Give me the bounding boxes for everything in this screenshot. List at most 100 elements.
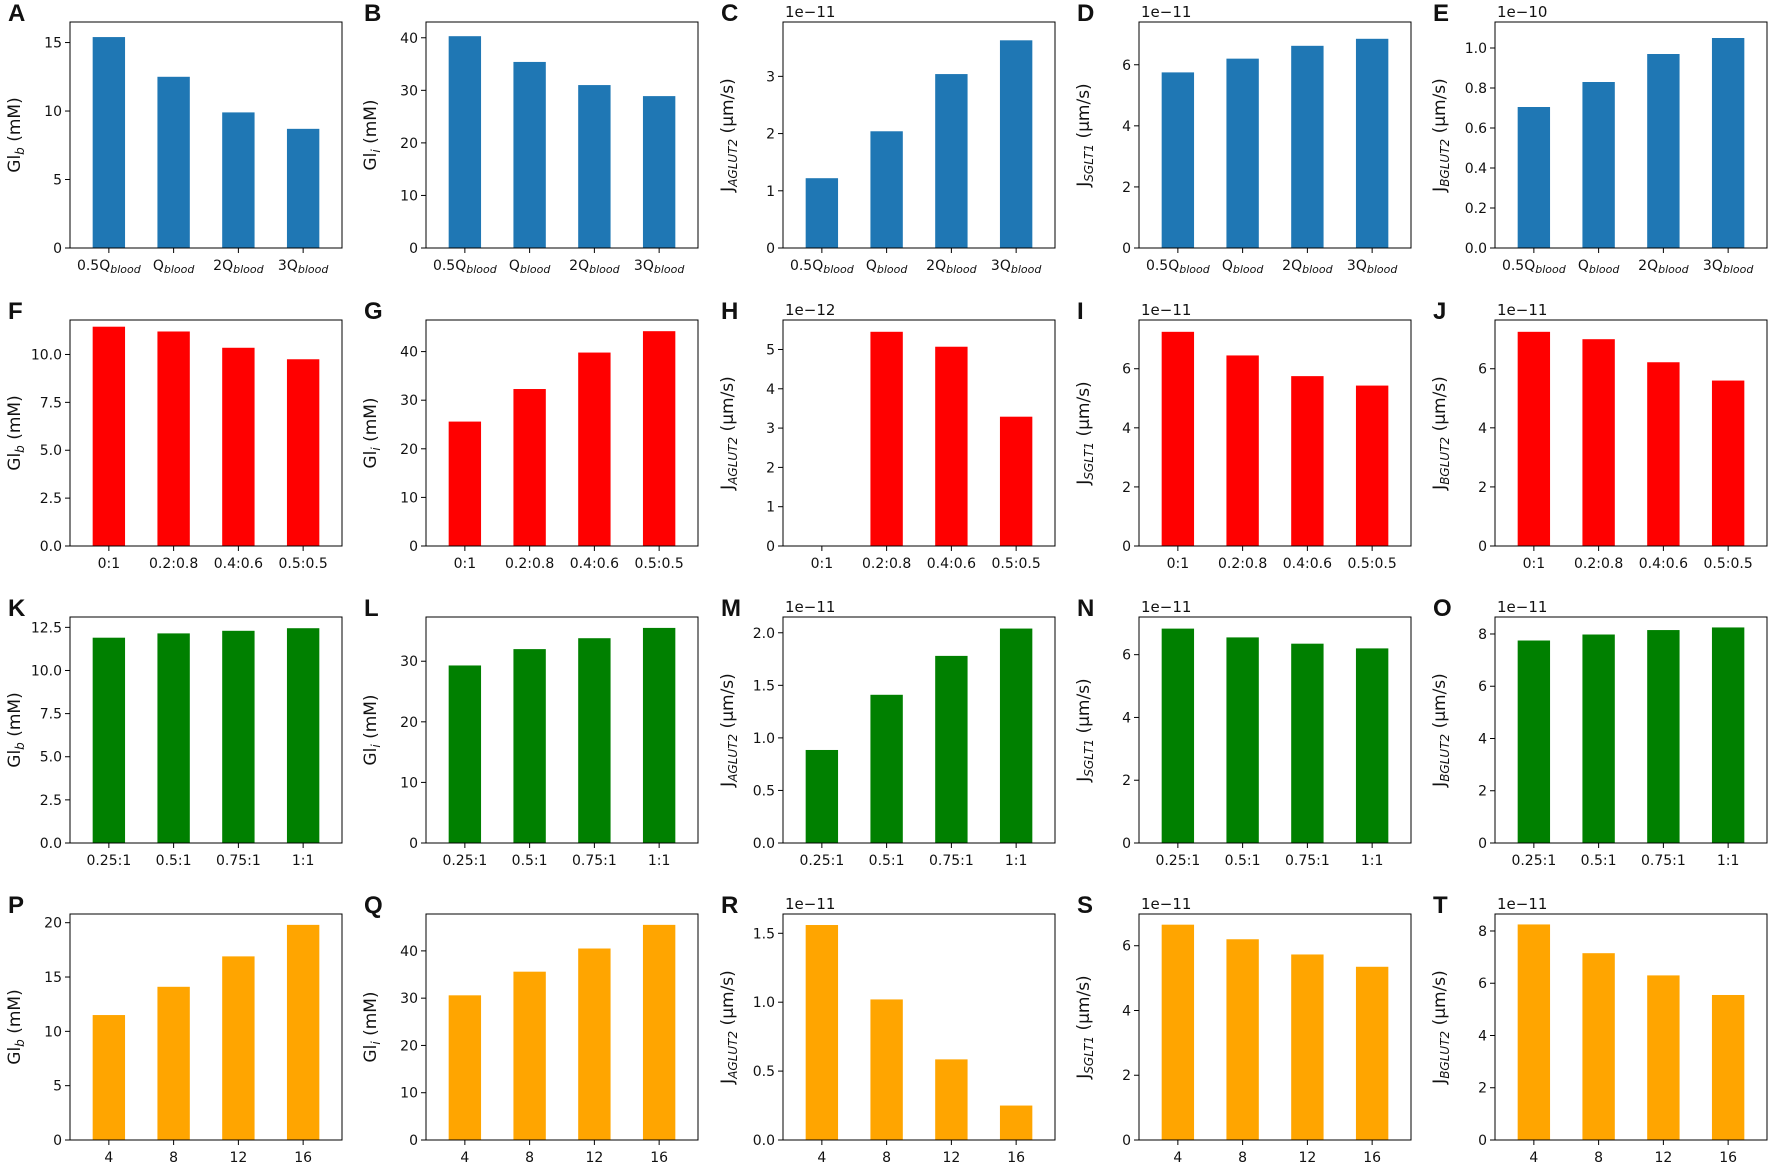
x-tick-label: 3Qblood [991, 258, 1042, 276]
axes-frame [69, 21, 343, 249]
x-tick-label: 3Qblood [1347, 258, 1398, 276]
axes-frame [1494, 913, 1768, 1141]
x-tick-label: 1:1 [292, 853, 315, 869]
axes-frame [1494, 616, 1768, 844]
bar [448, 665, 482, 843]
x-tick-label: Qblood [866, 258, 909, 276]
y-axis-label: JAGLUT2 (μm/s) [718, 970, 740, 1085]
y-tick-label: 0 [53, 241, 62, 257]
axes-frame [782, 616, 1056, 844]
y-tick-label: 4 [1478, 731, 1487, 747]
bar [805, 749, 839, 843]
x-tick-label: 2Qblood [1282, 258, 1333, 276]
bar [1291, 45, 1324, 248]
y-tick-label: 0 [1122, 539, 1131, 555]
y-tick-label: 10 [400, 775, 418, 791]
y-tick-label: 2 [766, 460, 775, 476]
bar [1647, 54, 1680, 248]
bar [870, 331, 903, 546]
bar [448, 995, 482, 1140]
bar [448, 421, 482, 546]
x-tick-label: 0.75:1 [572, 853, 617, 869]
y-tick-label: 30 [400, 654, 418, 670]
x-tick-label: 3Qblood [278, 258, 329, 276]
bar [1711, 994, 1745, 1140]
x-tick-label: 3Qblood [1703, 258, 1754, 276]
y-tick-label: 40 [400, 944, 418, 960]
bar [157, 331, 190, 546]
bar [935, 1059, 968, 1140]
panel-k: K 0.25:1 0.5:1 0.75:1 1:1 0.0 2.5 5.0 7.5 10.0 12.… [5, 595, 343, 869]
y-tick-label: 1 [766, 184, 775, 200]
bar [1711, 38, 1745, 248]
y-tick-label: 8 [1478, 924, 1487, 940]
x-tick-label: 0.5Qblood [1502, 258, 1567, 276]
bar [1161, 924, 1195, 1140]
x-tick-label: 0.75:1 [1641, 853, 1686, 869]
x-tick-label: 0.5:1 [512, 853, 548, 869]
x-tick-label: 0.5:1 [156, 853, 192, 869]
y-axis-label: JAGLUT2 (μm/s) [718, 673, 740, 788]
panel-q: Q 4 8 12 16 0 10 20 30 40 Gli (mM) [361, 892, 699, 1166]
x-tick-label: 0.5:0.5 [279, 556, 328, 572]
x-tick-label: 0.25:1 [1155, 853, 1200, 869]
panel-letter: J [1433, 298, 1446, 325]
panel-letter: L [364, 595, 379, 622]
x-tick-label: 0:1 [454, 556, 477, 572]
x-tick-label: 0.5:0.5 [1348, 556, 1397, 572]
x-tick-label: 8 [1594, 1150, 1603, 1166]
x-tick-label: 0:1 [811, 556, 834, 572]
bar [157, 633, 190, 843]
bar [1355, 385, 1389, 546]
bar [1647, 630, 1680, 843]
y-axis-label: JBGLUT2 (μm/s) [1430, 78, 1452, 193]
y-axis-label: Glb (mM) [5, 989, 27, 1064]
bar [578, 85, 611, 248]
x-tick-label: 0.4:0.6 [570, 556, 619, 572]
x-tick-label: 2Qblood [213, 258, 264, 276]
bar [642, 331, 676, 546]
y-axis-label: JSGLT1 (μm/s) [1074, 381, 1096, 485]
bar [642, 924, 676, 1140]
x-tick-label: 0.25:1 [799, 853, 844, 869]
x-tick-label: 2Qblood [569, 258, 620, 276]
panel-letter: F [8, 298, 23, 325]
y-axis-label: Gli (mM) [361, 99, 383, 170]
y-axis-label: JAGLUT2 (μm/s) [718, 376, 740, 491]
y-tick-label: 6 [1478, 976, 1487, 992]
x-tick-label: Qblood [153, 258, 196, 276]
axes-frame [1138, 319, 1412, 547]
x-tick-label: 0.25:1 [442, 853, 487, 869]
y-tick-label: 5 [53, 173, 62, 189]
bar [513, 649, 546, 843]
axis-offset-label: 1e−11 [1497, 301, 1547, 319]
y-tick-label: 10 [400, 188, 418, 204]
y-axis-label: JSGLT1 (μm/s) [1074, 83, 1096, 187]
y-tick-label: 0 [1478, 539, 1487, 555]
panel-letter: O [1433, 595, 1452, 622]
y-tick-label: 30 [400, 83, 418, 99]
y-tick-label: 4 [1478, 421, 1487, 437]
panel-a: A 0.5Qblood Qblood 2Qblood 3Qblood 0 5 10 15 Glb … [5, 0, 343, 276]
y-tick-label: 0.0 [753, 1133, 775, 1149]
x-tick-label: 4 [104, 1150, 113, 1166]
axes-frame [425, 319, 699, 547]
y-axis-label: Gli (mM) [361, 694, 383, 765]
panel-letter: T [1433, 892, 1448, 919]
y-tick-label: 2 [1122, 480, 1131, 496]
y-axis-label: Gli (mM) [361, 991, 383, 1062]
y-tick-label: 0.0 [1465, 241, 1487, 257]
y-tick-label: 10.0 [31, 663, 62, 679]
axes-frame [425, 21, 699, 249]
y-tick-label: 6 [1122, 362, 1131, 378]
panel-letter: M [721, 595, 741, 622]
x-tick-label: 0.4:0.6 [214, 556, 263, 572]
x-tick-label: 8 [525, 1150, 534, 1166]
x-tick-label: 0.2:0.8 [149, 556, 198, 572]
y-tick-label: 2.0 [753, 626, 775, 642]
bar [1517, 107, 1551, 248]
bar [1582, 339, 1615, 546]
x-tick-label: 0.4:0.6 [1639, 556, 1688, 572]
x-tick-label: 2Qblood [926, 258, 977, 276]
x-tick-label: 0.5:1 [1581, 853, 1617, 869]
